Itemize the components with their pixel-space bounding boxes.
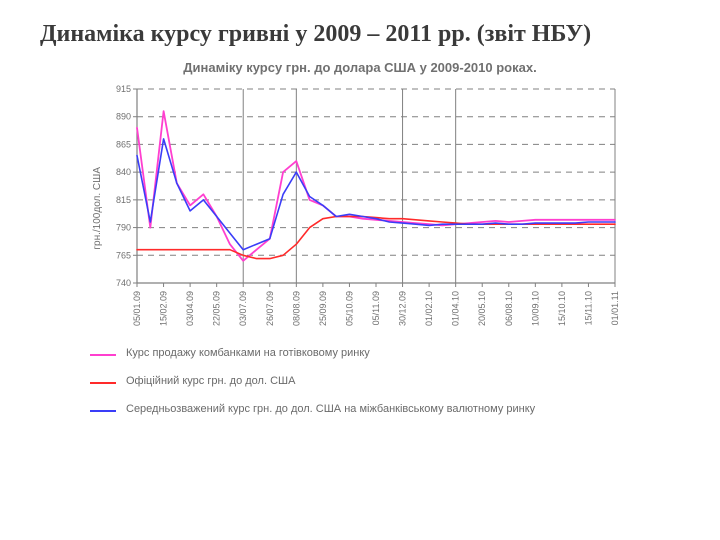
chart-title: Динаміку курсу грн. до долара США у 2009…: [90, 60, 630, 77]
legend-item: Офіційний курс грн. до дол. США: [90, 375, 630, 389]
svg-text:840: 840: [116, 167, 131, 177]
svg-text:03/07.09: 03/07.09: [238, 291, 248, 326]
legend-item: Курс продажу комбанками на готівковому р…: [90, 347, 630, 361]
svg-text:10/09.10: 10/09.10: [530, 291, 540, 326]
svg-text:05/01.09: 05/01.09: [132, 291, 142, 326]
svg-text:740: 740: [116, 278, 131, 288]
page-title: Динаміка курсу гривні у 2009 – 2011 рр. …: [40, 18, 680, 50]
svg-text:15/11.10: 15/11.10: [583, 291, 593, 325]
legend-swatch: [90, 382, 116, 384]
svg-text:03/04.09: 03/04.09: [185, 291, 195, 326]
svg-text:05/11.09: 05/11.09: [371, 291, 381, 325]
line-chart: 740 765 790 815 840 865 890 915 05/01.09 15/02.09…: [103, 83, 623, 333]
svg-text:15/10.10: 15/10.10: [557, 291, 567, 326]
legend-label: Курс продажу комбанками на готівковому р…: [126, 347, 370, 361]
svg-text:20/05.10: 20/05.10: [477, 291, 487, 326]
legend-swatch: [90, 354, 116, 356]
legend-label: Офіційний курс грн. до дол. США: [126, 375, 295, 389]
svg-text:25/09.09: 25/09.09: [318, 291, 328, 326]
chart-wrap: грн./100дол. США 740 765 790 815 840 865 890 91…: [90, 83, 630, 333]
legend-swatch: [90, 410, 116, 412]
svg-text:30/12.09: 30/12.09: [398, 291, 408, 326]
svg-text:26/07.09: 26/07.09: [265, 291, 275, 326]
slide: Динаміка курсу гривні у 2009 – 2011 рр. …: [0, 0, 720, 540]
svg-text:15/02.09: 15/02.09: [159, 291, 169, 326]
svg-text:790: 790: [116, 223, 131, 233]
svg-text:08/08.09: 08/08.09: [291, 291, 301, 326]
legend-item: Середньозважений курс грн. до дол. США н…: [90, 403, 630, 417]
svg-text:06/08.10: 06/08.10: [504, 291, 514, 326]
svg-text:890: 890: [116, 112, 131, 122]
svg-text:915: 915: [116, 84, 131, 94]
svg-text:01/01.11: 01/01.11: [610, 291, 620, 325]
svg-text:05/10.09: 05/10.09: [344, 291, 354, 326]
legend-label: Середньозважений курс грн. до дол. США н…: [126, 403, 535, 417]
svg-text:815: 815: [116, 195, 131, 205]
chart-block: Динаміку курсу грн. до долара США у 2009…: [90, 60, 630, 416]
svg-text:22/05.09: 22/05.09: [212, 291, 222, 326]
legend: Курс продажу комбанками на готівковому р…: [90, 347, 630, 416]
svg-text:01/04.10: 01/04.10: [451, 291, 461, 326]
svg-text:01/02.10: 01/02.10: [424, 291, 434, 326]
svg-text:765: 765: [116, 251, 131, 261]
svg-text:865: 865: [116, 140, 131, 150]
y-axis-label: грн./100дол. США: [90, 167, 103, 250]
